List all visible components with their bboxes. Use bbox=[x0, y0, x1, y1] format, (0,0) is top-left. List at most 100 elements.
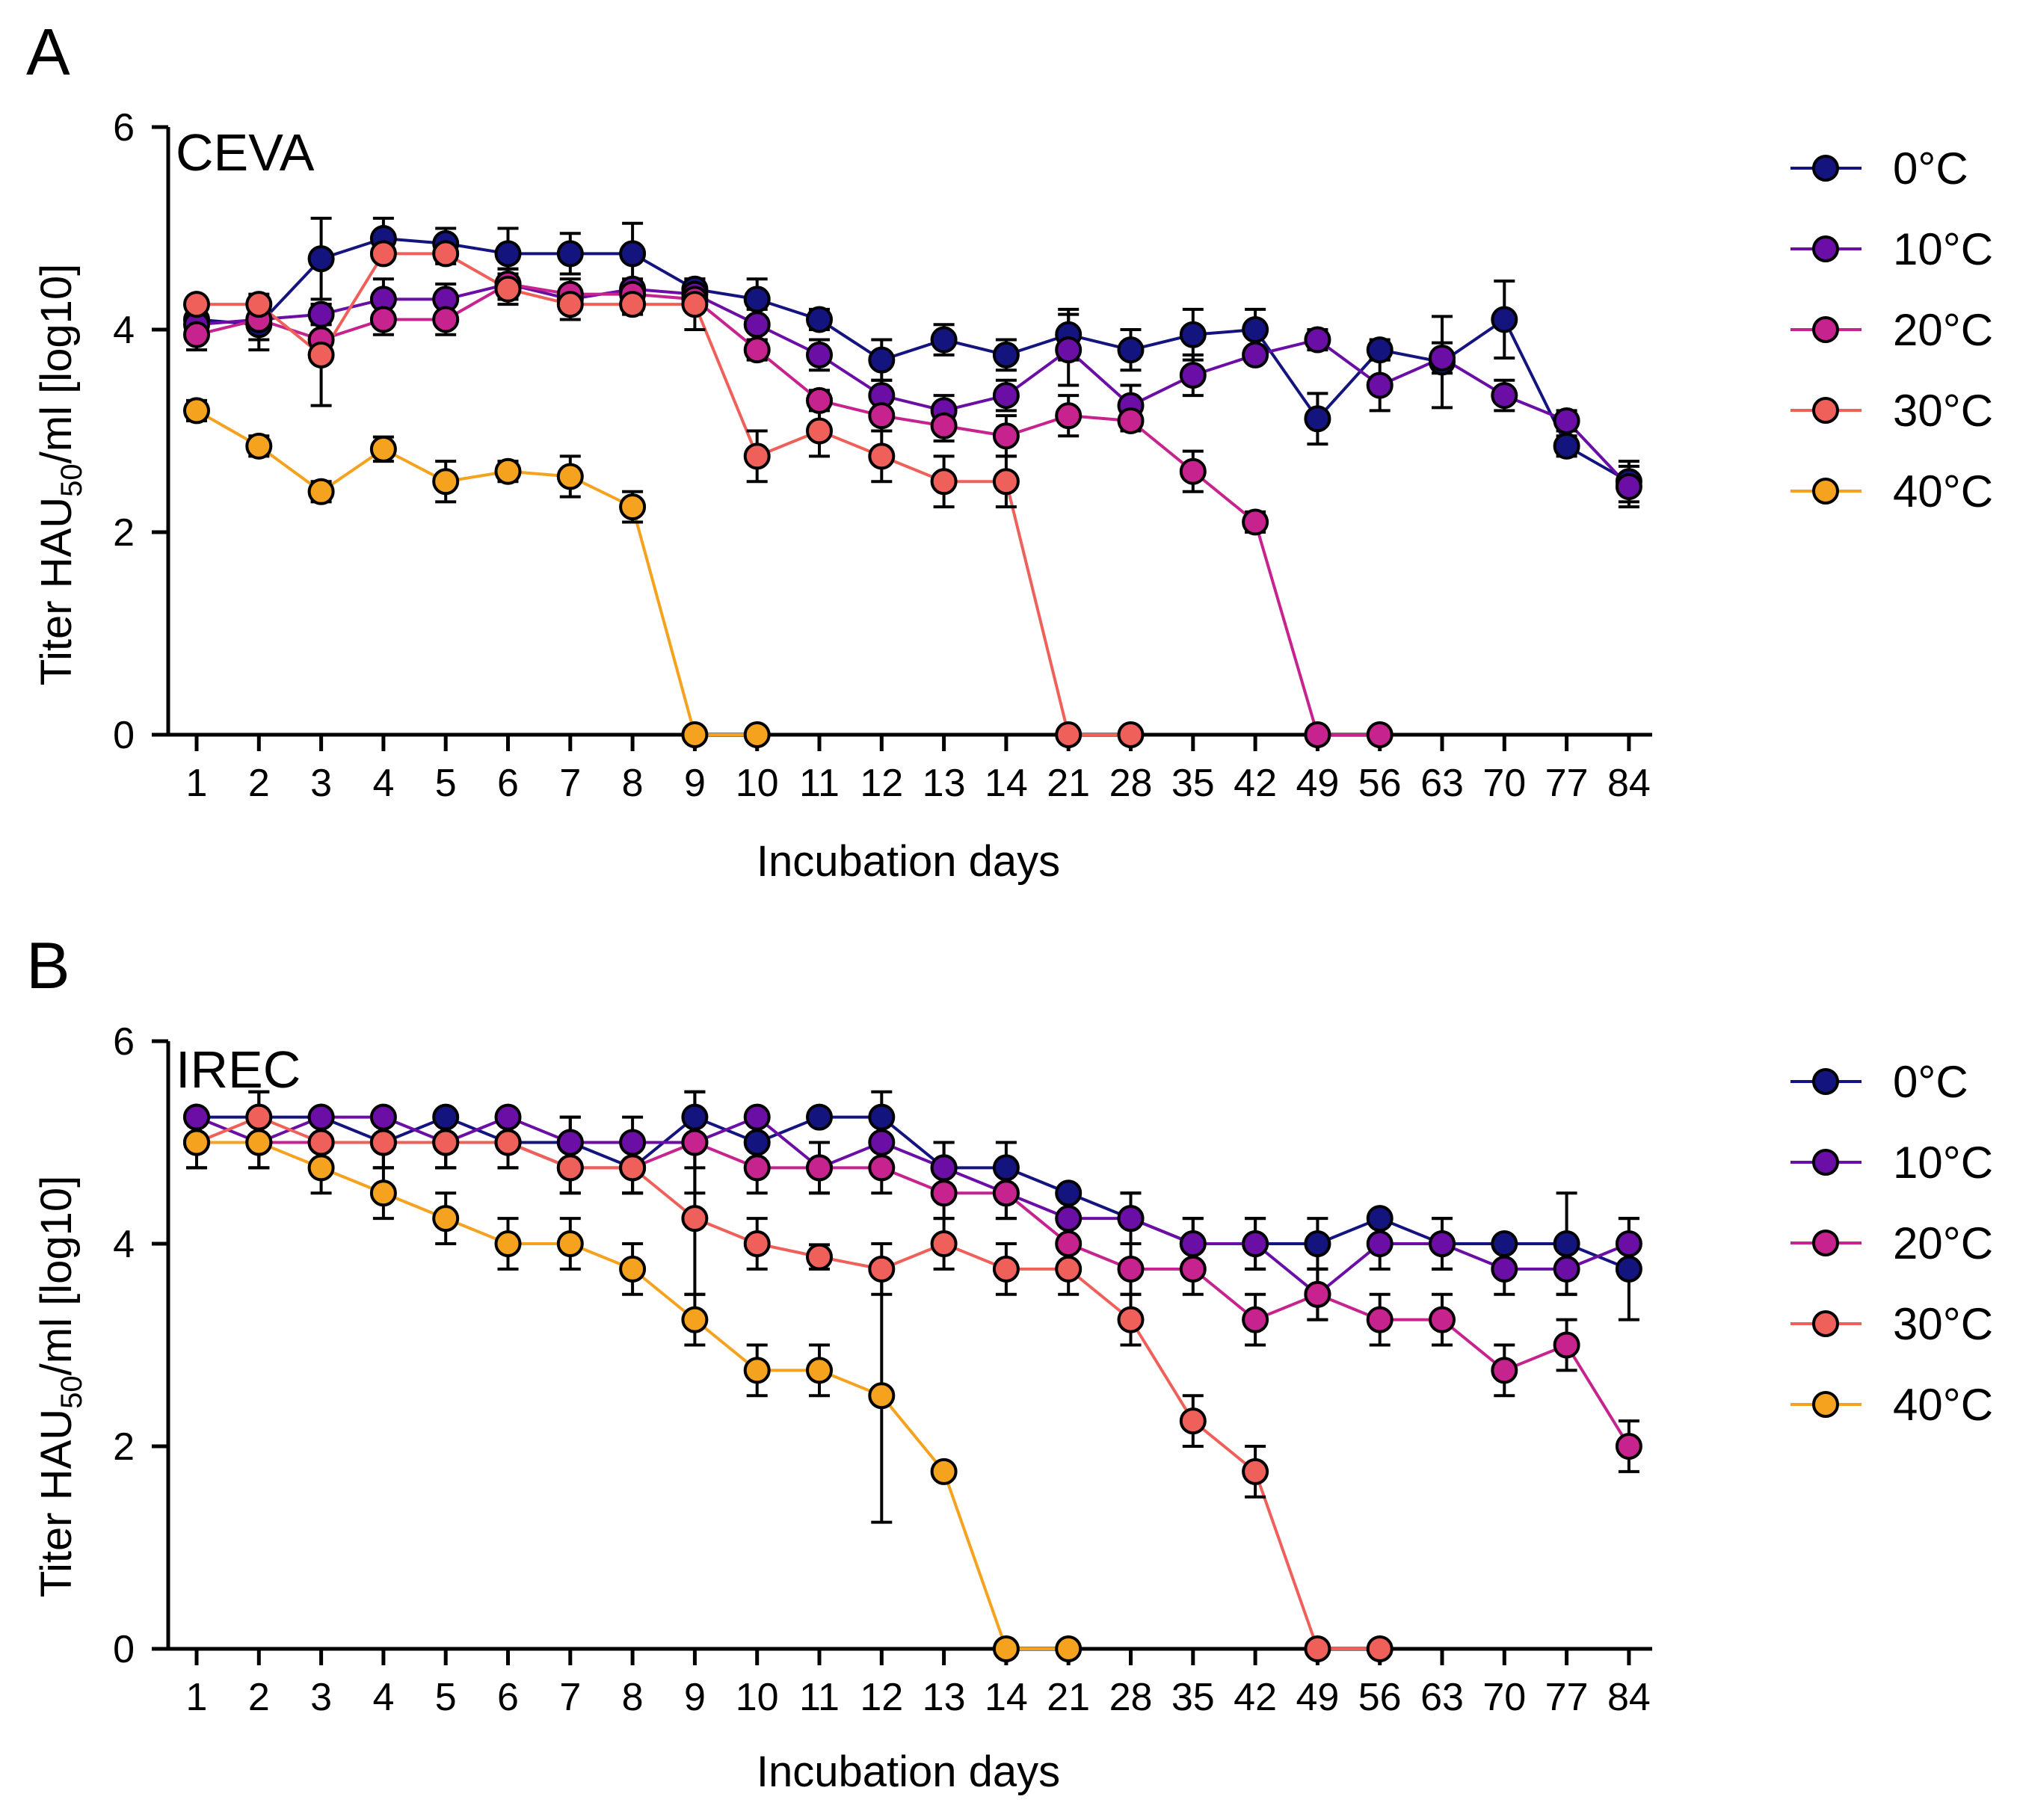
panel-b-data-point bbox=[245, 1129, 273, 1156]
panel-a-x-tick-label: 77 bbox=[1545, 762, 1589, 805]
panel-b-data-point bbox=[619, 1129, 647, 1156]
panel-a-data-point bbox=[619, 493, 647, 521]
panel-b-data-point bbox=[806, 1103, 833, 1131]
panel-a-x-tick-label: 10 bbox=[736, 762, 779, 805]
legend-swatch-marker bbox=[1812, 155, 1839, 182]
legend-label: 40°C bbox=[1893, 466, 1993, 516]
panel-b-data-point bbox=[1553, 1331, 1580, 1359]
panel-b-data-point bbox=[681, 1103, 709, 1131]
panel-b-data-point bbox=[1553, 1255, 1580, 1283]
panel-a-data-point bbox=[1491, 382, 1518, 410]
panel-a-data-point bbox=[681, 291, 709, 318]
panel-b-data-point bbox=[245, 1103, 273, 1131]
panel-b-data-point bbox=[1179, 1230, 1207, 1257]
panel-a-x-tick-label: 56 bbox=[1358, 762, 1402, 805]
legend-label: 40°C bbox=[1893, 1380, 1993, 1430]
panel-a-x-tick-label: 5 bbox=[435, 762, 457, 805]
panel-b-x-tick-label: 12 bbox=[860, 1676, 903, 1719]
panel-a-data-point bbox=[619, 291, 647, 318]
panel-b-data-point bbox=[992, 1635, 1020, 1662]
panel-a-data-point bbox=[992, 341, 1020, 368]
panel-b-data-point bbox=[1304, 1280, 1331, 1308]
panel-b-data-point bbox=[868, 1382, 896, 1410]
legend-swatch-marker bbox=[1812, 1230, 1839, 1256]
panel-b-legend-entry: 30°C bbox=[1790, 1299, 1993, 1349]
panel-a-data-point bbox=[806, 341, 833, 368]
panel-a-y-tick-label: 6 bbox=[113, 106, 135, 149]
panel-b-xlabel: Incubation days bbox=[757, 1747, 1060, 1796]
panel-b-x-tick-label: 11 bbox=[799, 1676, 840, 1719]
panel-a-data-point bbox=[183, 321, 210, 348]
panel-b-data-point bbox=[868, 1103, 896, 1131]
panel-a-x-tick-label: 11 bbox=[799, 762, 840, 805]
panel-a-data-point bbox=[1242, 341, 1269, 368]
panel-a-series-line bbox=[196, 409, 757, 736]
panel-b-data-point bbox=[930, 1154, 958, 1182]
panel-b-data-point bbox=[183, 1103, 210, 1131]
legend-label: 10°C bbox=[1893, 1138, 1993, 1188]
panel-b-data-point bbox=[681, 1129, 709, 1156]
panel-a-x-tick-label: 14 bbox=[985, 762, 1028, 805]
panel-b-data-point bbox=[1366, 1306, 1394, 1333]
panel-a-data-point bbox=[1615, 473, 1642, 501]
panel-a-x-tick-label: 49 bbox=[1296, 762, 1339, 805]
panel-b-data-point bbox=[619, 1154, 647, 1182]
panel-a-data-point bbox=[1553, 432, 1580, 460]
panel-b-data-point bbox=[1304, 1635, 1331, 1662]
panel-b-data-point bbox=[743, 1230, 771, 1257]
panel-b-data-point bbox=[1055, 1635, 1083, 1662]
panel-b-legend-entry: 40°C bbox=[1790, 1380, 1993, 1430]
panel-a-x-tick-label: 63 bbox=[1420, 762, 1464, 805]
panel-b-title: IREC bbox=[176, 1040, 301, 1099]
legend-swatch-marker bbox=[1812, 235, 1839, 262]
panel-a-series-line bbox=[197, 252, 1131, 736]
panel-a-data-point bbox=[992, 468, 1020, 496]
panel-b-data-point bbox=[494, 1230, 522, 1257]
panel-b-x-tick-label: 1 bbox=[186, 1676, 208, 1719]
panel-a-data-point bbox=[1366, 336, 1394, 364]
panel-b-x-tick-label: 35 bbox=[1171, 1676, 1215, 1719]
panel-b-data-point bbox=[806, 1357, 833, 1384]
panel-a-data-point bbox=[245, 291, 273, 318]
panel-a-data-point bbox=[868, 402, 896, 430]
panel-b-ylabel-rest: /ml [log10] bbox=[32, 1176, 81, 1376]
legend-swatch-marker bbox=[1812, 1068, 1839, 1095]
panel-b-data-point bbox=[1553, 1230, 1580, 1257]
panel-b-data-point bbox=[1366, 1205, 1394, 1233]
panel-b-data-point bbox=[743, 1129, 771, 1156]
legend-swatch-marker bbox=[1812, 1149, 1839, 1176]
panel-b-x-tick-label: 49 bbox=[1296, 1676, 1339, 1719]
panel-b-data-point bbox=[307, 1129, 335, 1156]
panel-a-data-point bbox=[868, 442, 896, 470]
panel-b-legend-entry: 20°C bbox=[1790, 1218, 1993, 1268]
panel-b-legend-entry: 10°C bbox=[1790, 1138, 1993, 1188]
panel-b-data-point bbox=[681, 1205, 709, 1233]
panel-b-y-tick-label: 6 bbox=[113, 1020, 135, 1064]
panel-b-data-point bbox=[1615, 1230, 1642, 1257]
panel-a-data-point bbox=[992, 382, 1020, 410]
panel-b-data-point bbox=[1429, 1306, 1456, 1333]
panel-b-x-tick-label: 70 bbox=[1482, 1676, 1526, 1719]
panel-b-data-point bbox=[1117, 1306, 1145, 1333]
panel-a-data-point bbox=[183, 291, 210, 318]
panel-b-data-point bbox=[1117, 1205, 1145, 1233]
panel-a-x-tick-label: 9 bbox=[684, 762, 706, 805]
panel-a-ylabel: Titer HAU50/ml [log10] bbox=[32, 264, 88, 686]
panel-b-data-point bbox=[743, 1103, 771, 1131]
panel-a-y-tick-label: 4 bbox=[113, 309, 135, 352]
panel-a-data-point bbox=[432, 468, 460, 496]
panel-a-data-point bbox=[681, 721, 709, 748]
panel-b-data-point bbox=[930, 1179, 958, 1207]
panel-a-data-point bbox=[1117, 721, 1145, 748]
panel-b-x-tick-label: 10 bbox=[736, 1676, 779, 1719]
panel-a-data-point bbox=[307, 478, 335, 505]
panel-a-data-point bbox=[743, 442, 771, 470]
panel-b-ylabel-sub: 50 bbox=[55, 1375, 88, 1409]
panel-b-data-point bbox=[992, 1154, 1020, 1182]
panel-a-data-point bbox=[1304, 326, 1331, 354]
panel-a-series-line bbox=[196, 237, 1630, 483]
panel-b-x-tick-label: 6 bbox=[497, 1676, 519, 1719]
panel-b-data-point bbox=[1179, 1407, 1207, 1435]
panel-b-data-point bbox=[1615, 1255, 1642, 1283]
panel-b-x-tick-label: 3 bbox=[310, 1676, 332, 1719]
